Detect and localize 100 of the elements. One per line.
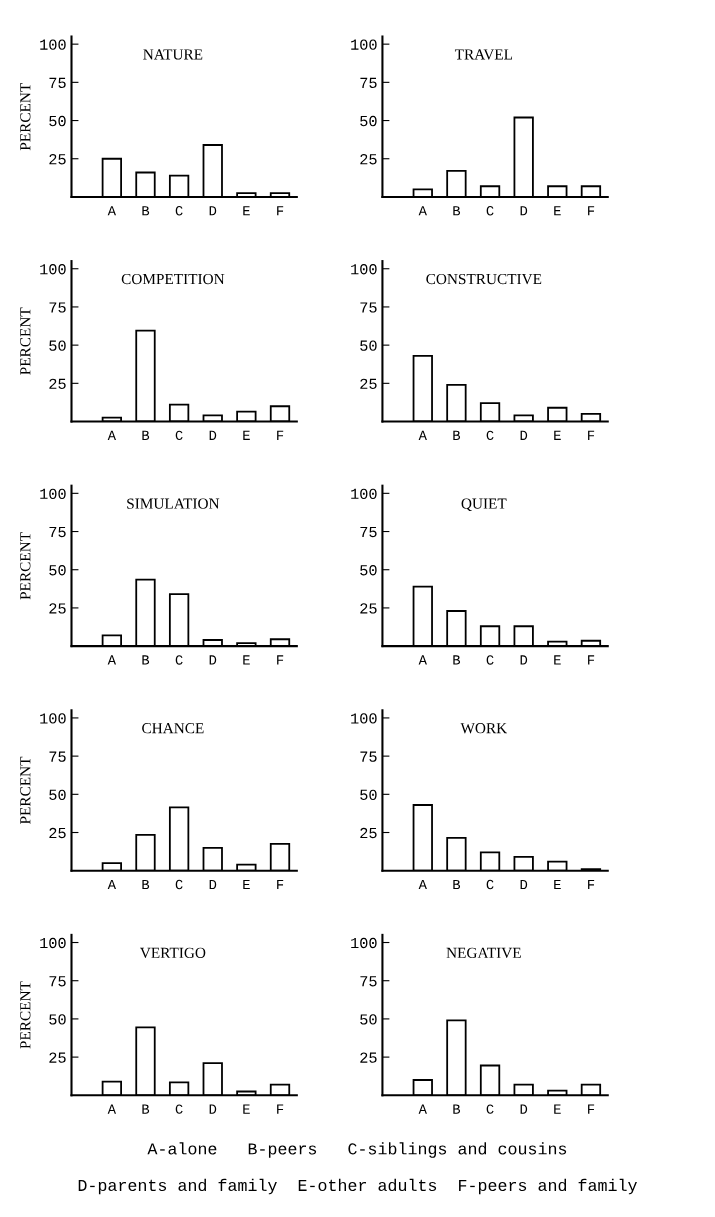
y-tick-label: 100 [351, 39, 377, 50]
y-tick-label: 75 [360, 527, 377, 538]
x-tick-label: C [175, 1104, 183, 1114]
text: WORK [460, 723, 508, 734]
x-tick-label: D [209, 206, 217, 216]
x-tick-label: E [554, 206, 561, 216]
y-tick-label: 100 [40, 39, 66, 50]
y-tick-label: 50 [49, 115, 66, 127]
x-tick-label: A [107, 206, 117, 216]
x-tick-label: B [142, 655, 150, 665]
x-tick-label: A [107, 1104, 117, 1114]
y-axis-title: PERCENT [20, 83, 31, 151]
x-tick-label: D [520, 430, 528, 440]
y-tick-label: 100 [351, 488, 377, 500]
y-tick-label: 25 [360, 154, 377, 165]
y-tick-label: 75 [49, 302, 66, 313]
x-tick-label: A [418, 1104, 427, 1114]
x-tick-label: A [418, 206, 427, 216]
x-tick-label: F [277, 206, 284, 216]
x-tick-label: B [453, 655, 461, 665]
text: D-parents and family E-other adults F-peers and family [78, 1178, 637, 1195]
x-tick-label: B [142, 206, 150, 216]
y-tick-label: 100 [40, 937, 66, 949]
x-tick-label: E [243, 879, 250, 890]
x-tick-label: D [209, 879, 217, 890]
x-tick-label: A [107, 655, 117, 665]
y-tick-label: 75 [49, 751, 66, 762]
x-tick-label: F [277, 1104, 284, 1114]
y-tick-label: 25 [49, 1052, 66, 1063]
x-tick-label: A [418, 430, 427, 440]
x-tick-label: F [277, 879, 284, 890]
text: CHANCE [142, 723, 204, 734]
x-tick-label: E [243, 206, 250, 216]
y-tick-label: 75 [49, 527, 66, 538]
x-tick-label: C [175, 879, 183, 890]
x-tick-label: C [175, 655, 183, 665]
x-tick-label: F [588, 1104, 595, 1114]
x-tick-label: E [243, 430, 250, 440]
y-tick-label: 25 [360, 827, 377, 839]
text: QUIET [461, 498, 507, 512]
x-tick-label: F [588, 206, 595, 216]
y-tick-label: 50 [360, 1014, 377, 1025]
y-tick-label: 100 [351, 937, 377, 949]
x-tick-label: D [520, 879, 528, 890]
y-tick-label: 75 [360, 302, 377, 313]
text: NEGATIVE [446, 947, 521, 959]
x-tick-label: A [107, 430, 117, 440]
x-tick-label: C [486, 879, 494, 890]
y-tick-label: 50 [360, 789, 377, 800]
x-tick-label: B [142, 879, 150, 890]
y-tick-label: 25 [49, 827, 66, 839]
x-tick-label: F [588, 430, 595, 440]
y-tick-label: 100 [40, 488, 66, 500]
x-tick-label: B [142, 430, 150, 440]
y-axis-title: PERCENT [20, 756, 31, 825]
x-tick-label: C [486, 430, 494, 441]
x-tick-label: E [243, 1104, 250, 1114]
x-tick-label: E [554, 430, 561, 440]
x-tick-label: D [209, 655, 217, 665]
x-tick-label: B [453, 1104, 461, 1114]
x-tick-label: D [520, 655, 528, 665]
y-tick-label: 100 [351, 713, 377, 724]
y-tick-label: 50 [49, 1014, 66, 1025]
x-tick-label: D [520, 206, 528, 216]
y-tick-label: 50 [360, 340, 377, 351]
x-tick-label: B [142, 1104, 150, 1114]
x-tick-label: B [453, 430, 461, 440]
x-tick-label: E [554, 1104, 561, 1114]
x-tick-label: E [243, 655, 250, 665]
y-tick-label: 100 [40, 713, 66, 724]
x-tick-label: A [418, 655, 427, 665]
text: CONSTRUCTIVE [426, 273, 542, 285]
x-tick-label: F [588, 879, 595, 890]
x-tick-label: D [520, 1104, 528, 1114]
x-tick-label: B [453, 206, 461, 216]
y-tick-label: 75 [360, 751, 377, 762]
x-tick-label: E [554, 879, 561, 890]
x-tick-label: D [209, 1104, 217, 1114]
y-tick-label: 25 [49, 154, 66, 165]
text: A-alone B-peers C-siblings and cousins [147, 1142, 567, 1158]
y-tick-label: 100 [351, 264, 377, 275]
x-tick-label: E [554, 655, 561, 665]
y-tick-label: 75 [360, 976, 377, 987]
y-tick-label: 25 [360, 1052, 377, 1063]
y-tick-label: 50 [49, 340, 66, 351]
y-tick-label: 75 [49, 77, 66, 89]
x-tick-label: A [418, 879, 427, 890]
y-tick-label: 75 [360, 77, 377, 89]
y-axis-title: PERCENT [20, 532, 31, 600]
x-tick-label: C [486, 1104, 494, 1114]
y-tick-label: 25 [49, 603, 66, 614]
x-tick-label: A [107, 879, 117, 890]
y-tick-label: 25 [360, 378, 377, 390]
text: VERTIGO [140, 947, 206, 959]
y-tick-label: 25 [360, 603, 377, 614]
x-tick-label: C [175, 430, 183, 441]
text: TRAVEL [454, 49, 513, 60]
text: NATURE [143, 49, 203, 60]
y-tick-label: 50 [49, 565, 66, 576]
text: COMPETITION [121, 273, 225, 285]
